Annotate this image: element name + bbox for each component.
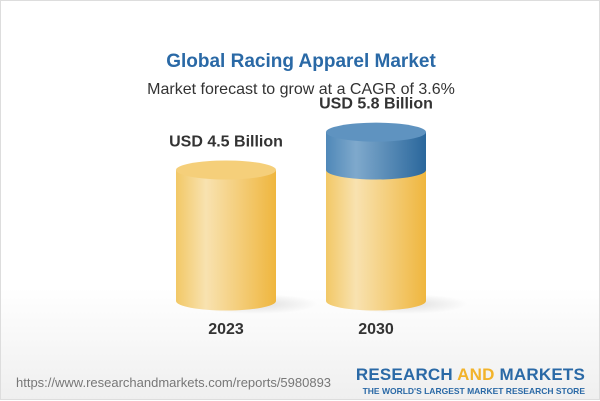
bar-2023-base-body [176, 170, 276, 311]
category-label: 2030 [358, 321, 394, 338]
bar-2030-growth-body [326, 132, 426, 180]
research-and-markets-logo: RESEARCH AND MARKETS THE WORLD'S LARGEST… [355, 365, 585, 396]
chart-subtitle: Market forecast to grow at a CAGR of 3.6… [147, 81, 455, 98]
category-label: 2023 [208, 321, 244, 338]
bar-2023-base-top [176, 160, 276, 180]
bar-2030-growth-top [326, 122, 426, 142]
data-label: USD 5.8 Billion [319, 96, 433, 113]
chart-title: Global Racing Apparel Market [166, 51, 436, 72]
data-label: USD 4.5 Billion [169, 134, 283, 151]
source-url[interactable]: https://www.researchandmarkets.com/repor… [16, 375, 332, 390]
bar-2030-base-body [326, 170, 426, 311]
